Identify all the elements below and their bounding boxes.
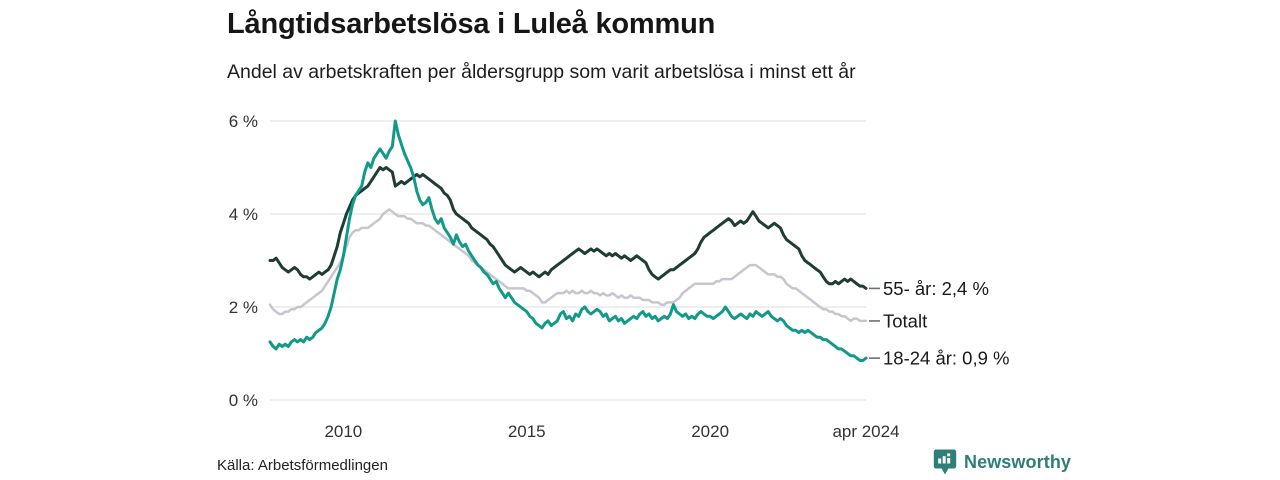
brand-name: Newsworthy [964,451,1072,472]
y-tick-label: 4 % [229,205,258,224]
series-line-total [268,208,868,323]
y-tick-label: 2 % [229,298,258,317]
x-tick-label: apr 2024 [832,422,899,441]
legend-label-18-24: 18-24 år: 0,9 % [883,348,1010,369]
brand-logo: Newsworthy [933,449,1071,475]
y-tick-label: 6 % [229,112,258,131]
series-line-55 [268,166,868,290]
series-line-18-24 [268,119,868,362]
x-tick-label: 2015 [508,422,546,441]
page-subtitle: Andel av arbetskraften per åldersgrupp s… [227,61,856,83]
legend-label-total: Totalt [883,310,927,331]
legend-label-55: 55- år: 2,4 % [883,278,989,299]
y-tick-label: 0 % [229,391,258,410]
x-tick-label: 2020 [691,422,729,441]
source-note: Källa: Arbetsförmedlingen [217,457,388,474]
newsworthy-icon [933,449,957,475]
x-tick-label: 2010 [324,422,362,441]
page-title: Långtidsarbetslösa i Luleå kommun [227,8,716,40]
